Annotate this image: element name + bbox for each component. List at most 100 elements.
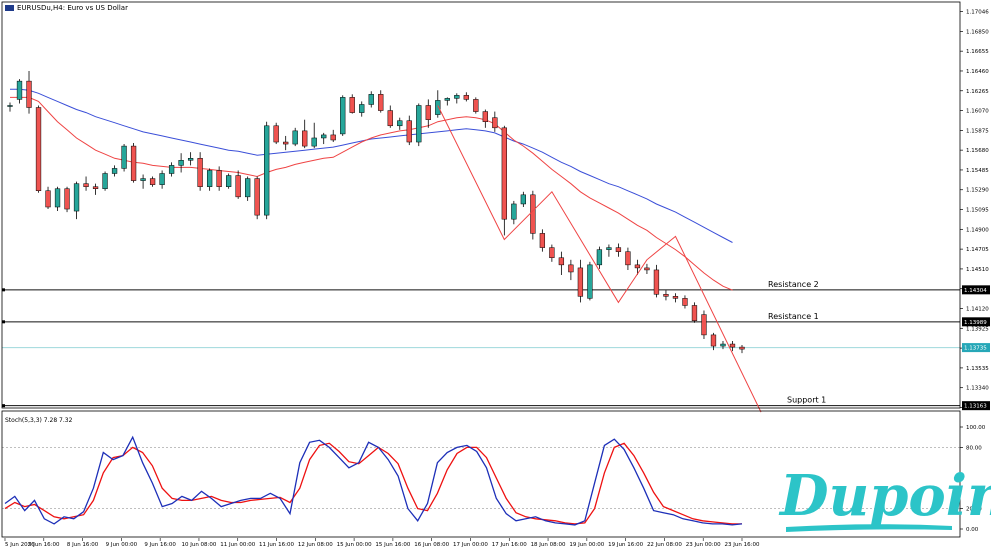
candle	[539, 229, 546, 252]
candle-body	[568, 264, 574, 273]
candle	[568, 259, 574, 281]
candle	[729, 341, 736, 352]
candles-layer[interactable]	[7, 70, 745, 354]
candle-body	[416, 105, 422, 143]
candle	[653, 264, 660, 298]
candle	[264, 121, 270, 220]
time-tick-label: 17 Jun 00:00	[453, 542, 488, 548]
price-tick-label: 1.16655	[966, 49, 989, 55]
candle-body	[311, 137, 317, 147]
symbol-title: EURUSDu,H4: Euro vs US Dollar	[17, 4, 128, 12]
time-tick-label: 9 Jun 00:00	[106, 542, 138, 548]
candle	[159, 170, 165, 189]
candle	[330, 129, 336, 143]
price-tick-label: 1.15095	[966, 208, 989, 214]
candle-body	[492, 117, 498, 129]
time-tick-label: 23 Jun 16:00	[725, 542, 760, 548]
candle	[35, 105, 42, 193]
level-price-box	[962, 285, 990, 295]
candle	[634, 259, 641, 276]
level-price-label: 1.14304	[964, 288, 987, 294]
candle	[682, 295, 688, 309]
candle	[425, 99, 431, 128]
candle-body	[149, 178, 156, 185]
candle	[187, 152, 194, 166]
candle	[587, 261, 593, 301]
candle-body	[644, 267, 650, 271]
time-tick-label: 8 Jun 16:00	[67, 542, 99, 548]
candle-body	[168, 165, 175, 174]
price-tick-label: 1.17046	[966, 9, 989, 15]
candle	[672, 293, 679, 303]
level-anchor	[2, 320, 5, 324]
stochastic-panel: 100.00 80.00 20.00 0.00 Stoch(5,3,3) 7.28 7.…	[2, 417, 986, 533]
price-tick-label: 1.15290	[966, 188, 989, 194]
candle	[663, 290, 669, 301]
candle	[245, 176, 251, 201]
level-labels-layer: Resistance 2 1.14304 Resistance 1 1.13989 Su…	[768, 280, 990, 411]
candle-body	[292, 130, 298, 145]
stoch-main-line	[4, 435, 743, 526]
candle-body	[720, 343, 726, 347]
time-tick-label: 22 Jun 08:00	[647, 542, 682, 548]
candle	[520, 191, 527, 207]
candle-body	[178, 160, 184, 166]
candle-body	[349, 97, 355, 113]
candle-body	[83, 183, 89, 187]
price-tick-label: 1.13925	[966, 326, 989, 332]
candle	[283, 135, 289, 151]
fast-moving-average	[10, 96, 733, 291]
candle-body	[54, 188, 61, 208]
candle-body	[558, 257, 565, 266]
candle-body	[187, 158, 194, 161]
candle-body	[549, 247, 555, 259]
candle	[691, 302, 698, 323]
current-price-label: 1.13735	[964, 346, 987, 352]
price-tick-label: 1.16850	[966, 29, 989, 35]
candle	[701, 310, 707, 339]
level-anchor	[2, 404, 5, 408]
candle	[549, 244, 555, 262]
candle-body	[197, 158, 203, 187]
price-tick-label: 1.14900	[966, 227, 989, 233]
price-tick-label: 1.16460	[966, 69, 989, 75]
support-resistance-layer	[2, 288, 960, 408]
current-price-box	[962, 343, 990, 353]
window-icon	[5, 5, 14, 11]
time-tick-label: 5 Jun 2026	[5, 542, 35, 548]
zigzag-layer	[437, 105, 762, 413]
candle-body	[216, 170, 222, 187]
candle-body	[587, 264, 593, 299]
candle-body	[283, 141, 289, 145]
candle-body	[606, 247, 612, 250]
candle	[710, 332, 717, 351]
candle-body	[615, 247, 622, 252]
time-tick-label: 10 Jun 08:00	[181, 542, 216, 548]
candle	[7, 102, 13, 112]
candle	[739, 345, 745, 354]
candle-body	[539, 233, 546, 248]
candle	[216, 166, 222, 191]
candle	[511, 200, 517, 225]
candle	[64, 186, 70, 213]
time-tick-label: 5 Jun 16:00	[28, 542, 60, 548]
candle	[625, 247, 631, 270]
time-tick-label: 17 Jun 16:00	[492, 542, 527, 548]
candle-body	[625, 251, 631, 266]
time-tick-label: 16 Jun 08:00	[414, 542, 449, 548]
candle-body	[454, 95, 460, 99]
candle	[530, 190, 536, 240]
candle	[54, 186, 61, 212]
candle	[130, 143, 137, 183]
candle-body	[245, 178, 251, 198]
candle-body	[378, 94, 384, 111]
candle-body	[264, 125, 270, 216]
time-tick-label: 15 Jun 16:00	[375, 542, 410, 548]
candle	[463, 92, 469, 102]
candle	[111, 165, 118, 177]
time-tick-label: 11 Jun 00:00	[220, 542, 255, 548]
candle	[501, 125, 507, 236]
level-price-label: 1.13989	[964, 320, 987, 326]
level-label: Resistance 2	[768, 280, 819, 289]
